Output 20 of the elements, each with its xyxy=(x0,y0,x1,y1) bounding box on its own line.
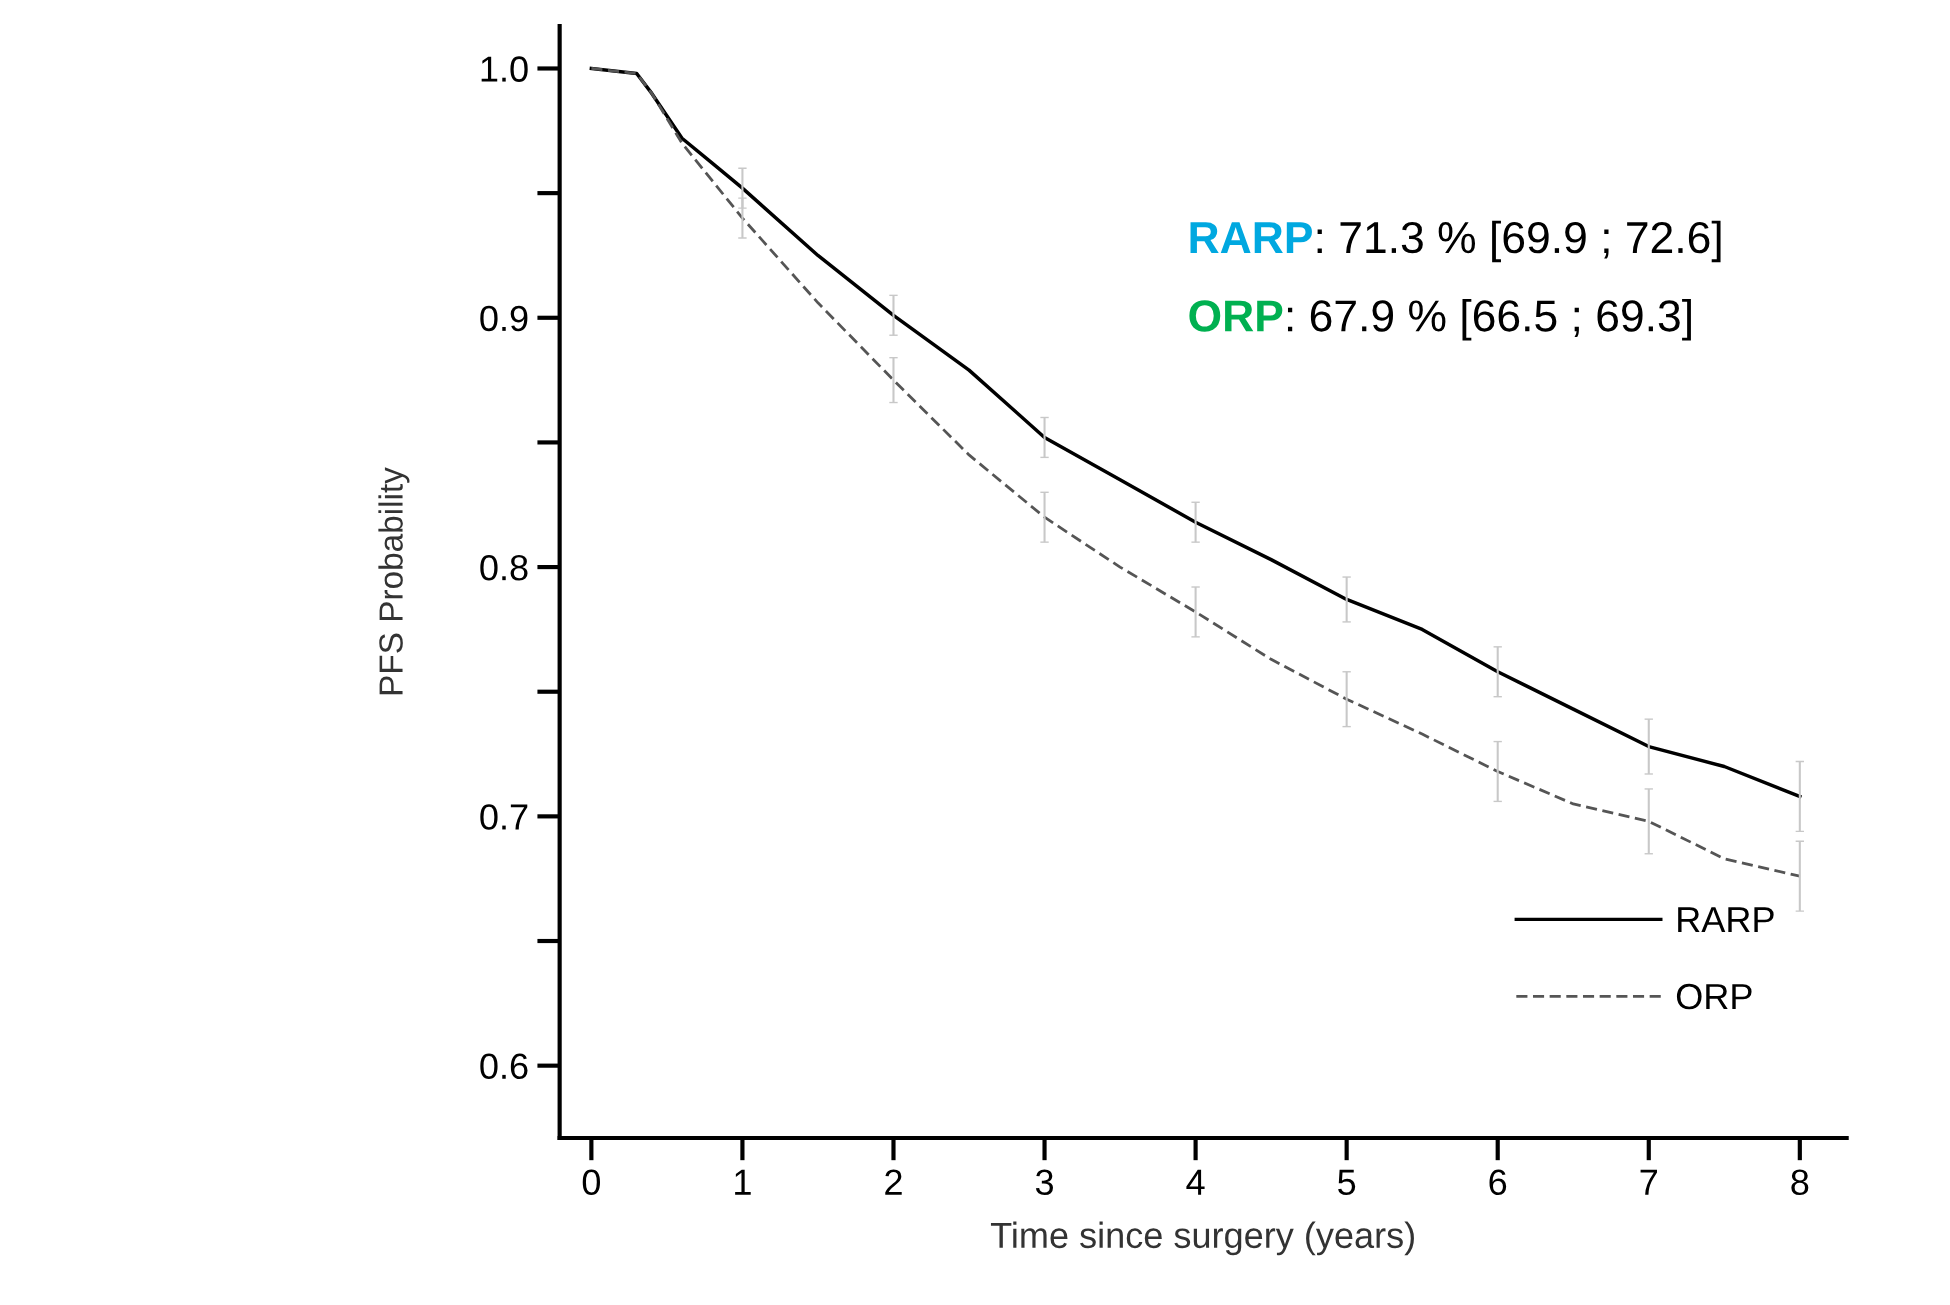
x-tick-label: 5 xyxy=(1338,1169,1356,1196)
y-axis-title: PFS Probability xyxy=(378,467,410,695)
annotation: RARP: 71.3 % [69.9 ; 72.6] xyxy=(1190,220,1721,263)
x-tick-label: 2 xyxy=(885,1169,902,1195)
y-tick-label: 1.0 xyxy=(481,56,528,82)
x-tick-label: 4 xyxy=(1186,1169,1205,1195)
annotation: ORP: 67.9 % [66.5 ; 69.3] xyxy=(1189,299,1691,341)
legend-label: RARP xyxy=(1678,907,1774,933)
x-tick-label: 3 xyxy=(1035,1169,1053,1196)
y-tick-label: 0.7 xyxy=(480,804,528,830)
legend-label: ORP xyxy=(1676,983,1752,1010)
y-tick-label: 0.9 xyxy=(480,305,528,332)
x-tick-label: 1 xyxy=(735,1169,751,1195)
y-tick-label: 0.6 xyxy=(480,1053,528,1080)
x-tick-label: 8 xyxy=(1791,1169,1809,1196)
x-tick-label: 6 xyxy=(1489,1169,1507,1196)
x-axis-title: Time since surgery (years) xyxy=(990,1221,1414,1256)
x-tick-label: 0 xyxy=(582,1169,600,1196)
x-tick-label: 7 xyxy=(1640,1169,1657,1195)
y-tick-label: 0.8 xyxy=(480,554,528,581)
